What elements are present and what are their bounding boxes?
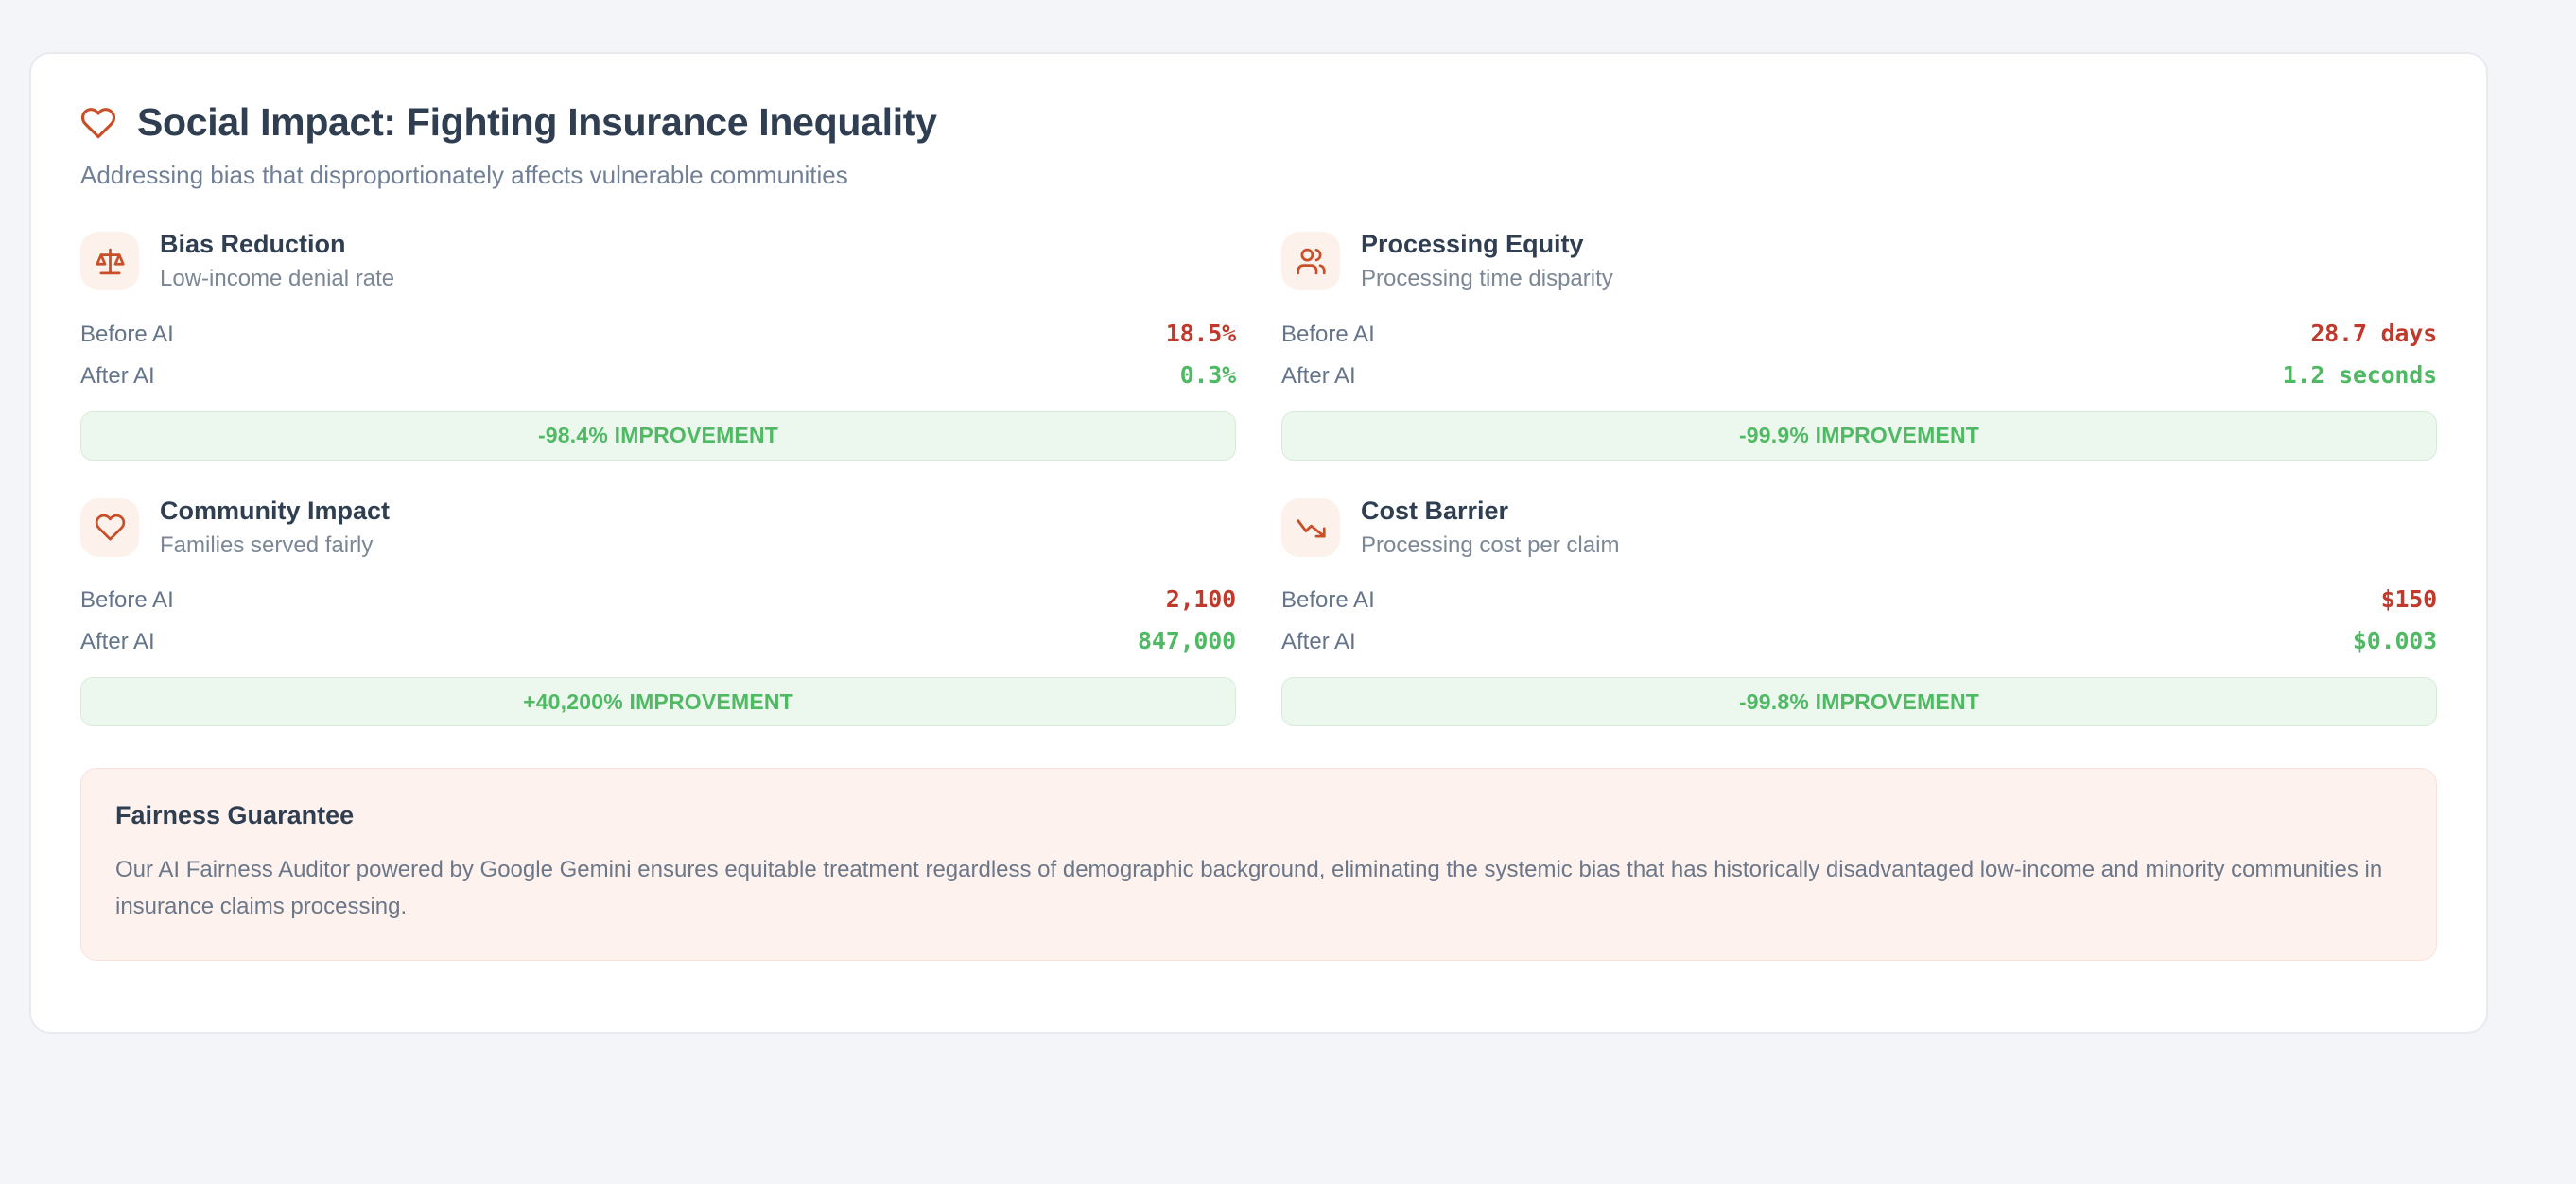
metric-description: Families served fairly bbox=[160, 531, 374, 558]
after-value: $0.003 bbox=[2352, 627, 2437, 655]
panel-header: Social Impact: Fighting Insurance Inequa… bbox=[80, 103, 2437, 142]
before-value: 2,100 bbox=[1165, 585, 1236, 614]
improvement-badge: -99.9% IMPROVEMENT bbox=[1281, 410, 2437, 461]
before-value: 18.5% bbox=[1165, 319, 1236, 347]
heart-icon bbox=[80, 107, 116, 138]
metric-header: Processing Equity Processing time dispar… bbox=[1281, 230, 2437, 292]
users-icon bbox=[1281, 232, 1340, 290]
metric-header: Community Impact Families served fairly bbox=[80, 496, 1236, 559]
after-value: 847,000 bbox=[1138, 627, 1236, 655]
metric-header: Bias Reduction Low-income denial rate bbox=[80, 230, 1236, 292]
metric-card-processing-equity: Processing Equity Processing time dispar… bbox=[1281, 230, 2437, 461]
metric-rows: Before AI $150 After AI $0.003 bbox=[1281, 579, 2437, 662]
metric-rows: Before AI 2,100 After AI 847,000 bbox=[80, 579, 1236, 662]
after-row: After AI $0.003 bbox=[1281, 620, 2437, 662]
before-row: Before AI $150 bbox=[1281, 579, 2437, 620]
metric-headtext: Bias Reduction Low-income denial rate bbox=[160, 230, 394, 292]
trending-down-icon bbox=[1281, 497, 1340, 557]
before-row: Before AI 18.5% bbox=[80, 313, 1236, 355]
before-value: $150 bbox=[2380, 585, 2438, 614]
before-value: 28.7 days bbox=[2310, 319, 2437, 347]
before-label: Before AI bbox=[1281, 587, 1375, 614]
after-label: After AI bbox=[1281, 362, 1356, 389]
metric-name: Bias Reduction bbox=[160, 230, 346, 259]
before-label: Before AI bbox=[80, 321, 174, 347]
after-value: 0.3% bbox=[1179, 360, 1237, 389]
metric-card-community-impact: Community Impact Families served fairly … bbox=[80, 496, 1236, 727]
metric-description: Processing cost per claim bbox=[1361, 531, 1620, 558]
before-label: Before AI bbox=[1281, 321, 1375, 347]
improvement-badge: -99.8% IMPROVEMENT bbox=[1281, 677, 2437, 727]
metric-card-cost-barrier: Cost Barrier Processing cost per claim B… bbox=[1281, 496, 2437, 727]
scales-icon bbox=[80, 232, 139, 290]
after-label: After AI bbox=[80, 629, 155, 655]
fairness-guarantee-box: Fairness Guarantee Our AI Fairness Audit… bbox=[80, 768, 2437, 961]
metric-name: Processing Equity bbox=[1361, 230, 1584, 259]
panel-subtitle: Addressing bias that disproportionately … bbox=[80, 161, 848, 189]
before-row: Before AI 2,100 bbox=[80, 579, 1236, 620]
metric-name: Cost Barrier bbox=[1361, 496, 1509, 525]
metric-description: Processing time disparity bbox=[1361, 266, 1613, 292]
metric-headtext: Processing Equity Processing time dispar… bbox=[1361, 230, 1613, 292]
social-impact-panel: Social Impact: Fighting Insurance Inequa… bbox=[29, 52, 2488, 1034]
fairness-body: Our AI Fairness Auditor powered by Googl… bbox=[115, 856, 2383, 919]
metric-card-bias-reduction: Bias Reduction Low-income denial rate Be… bbox=[80, 230, 1236, 461]
after-label: After AI bbox=[80, 362, 155, 389]
metric-name: Community Impact bbox=[160, 496, 391, 525]
after-row: After AI 0.3% bbox=[80, 355, 1236, 396]
metric-headtext: Cost Barrier Processing cost per claim bbox=[1361, 496, 1619, 559]
before-label: Before AI bbox=[80, 587, 174, 614]
after-label: After AI bbox=[1281, 629, 1356, 655]
metric-rows: Before AI 18.5% After AI 0.3% bbox=[80, 313, 1236, 396]
metric-description: Low-income denial rate bbox=[160, 266, 395, 292]
after-row: After AI 1.2 seconds bbox=[1281, 355, 2437, 396]
metric-header: Cost Barrier Processing cost per claim bbox=[1281, 496, 2437, 559]
metric-headtext: Community Impact Families served fairly bbox=[160, 496, 390, 559]
page-title: Social Impact: Fighting Insurance Inequa… bbox=[137, 100, 937, 144]
after-row: After AI 847,000 bbox=[80, 620, 1236, 662]
fairness-title: Fairness Guarantee bbox=[115, 801, 355, 830]
heart-icon bbox=[80, 497, 139, 557]
improvement-badge: +40,200% IMPROVEMENT bbox=[80, 677, 1236, 727]
before-row: Before AI 28.7 days bbox=[1281, 313, 2437, 355]
metric-rows: Before AI 28.7 days After AI 1.2 seconds bbox=[1281, 313, 2437, 396]
improvement-badge: -98.4% IMPROVEMENT bbox=[80, 410, 1236, 461]
after-value: 1.2 seconds bbox=[2282, 360, 2438, 389]
metric-grid: Bias Reduction Low-income denial rate Be… bbox=[80, 230, 2437, 727]
